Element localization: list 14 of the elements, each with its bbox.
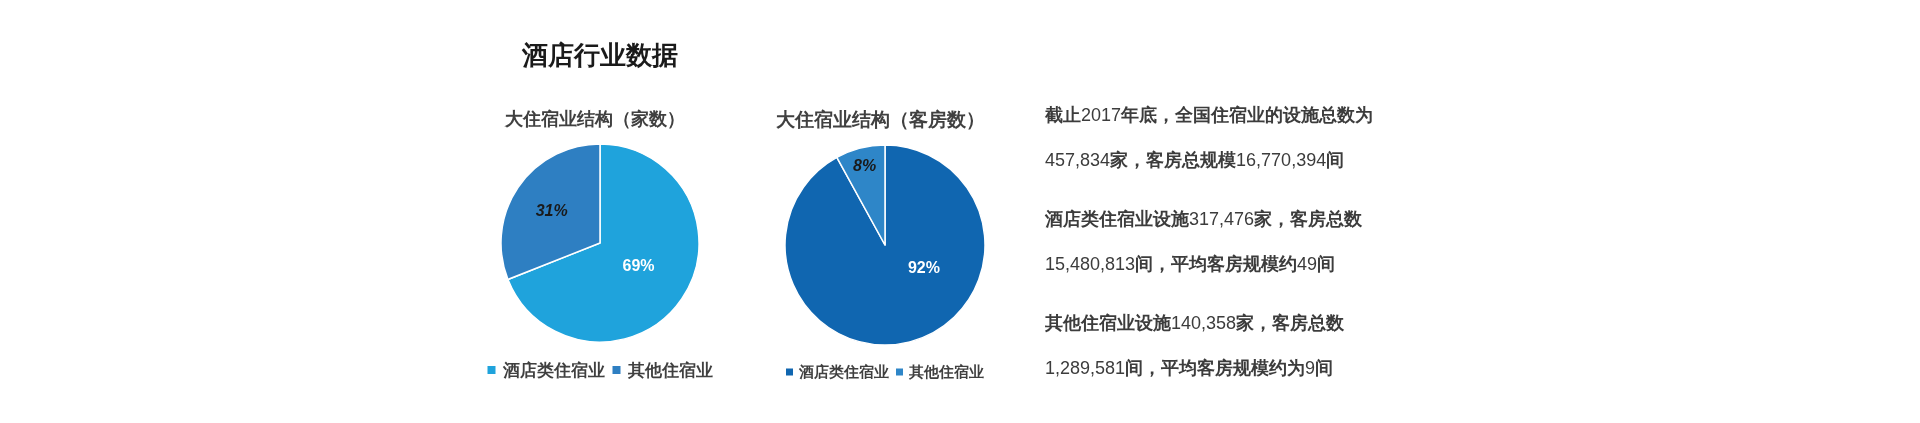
annotation: 截止2017年底，全国住宿业的设施总数为457,834家，客房总规模16,770,394间 <box>1045 103 1375 172</box>
legend-label: 其他住宿业 <box>627 361 713 379</box>
value-label: 31% <box>535 201 568 219</box>
legend-label: 酒店类住宿业 <box>799 364 889 380</box>
legend-label: 酒店类住宿业 <box>502 361 605 379</box>
value-label: 92% <box>907 259 940 276</box>
value-label: 69% <box>622 256 655 274</box>
value-label: 8% <box>853 157 877 175</box>
annotation: 其他住宿业设施140,358家，客房总数1,289,581间，平均客房规模约为9间 <box>1045 311 1346 380</box>
legend-label: 其他住宿业 <box>909 364 984 380</box>
title: 酒店行业数据 <box>522 40 678 70</box>
annotation: 酒店类住宿业设施317,476家，客房总数15,480,813间，平均客房规模约49间 <box>1045 207 1364 276</box>
subtitle: 大住宿业结构（家数） <box>505 109 685 129</box>
title: 大住宿业结构（客房数） <box>775 108 985 130</box>
